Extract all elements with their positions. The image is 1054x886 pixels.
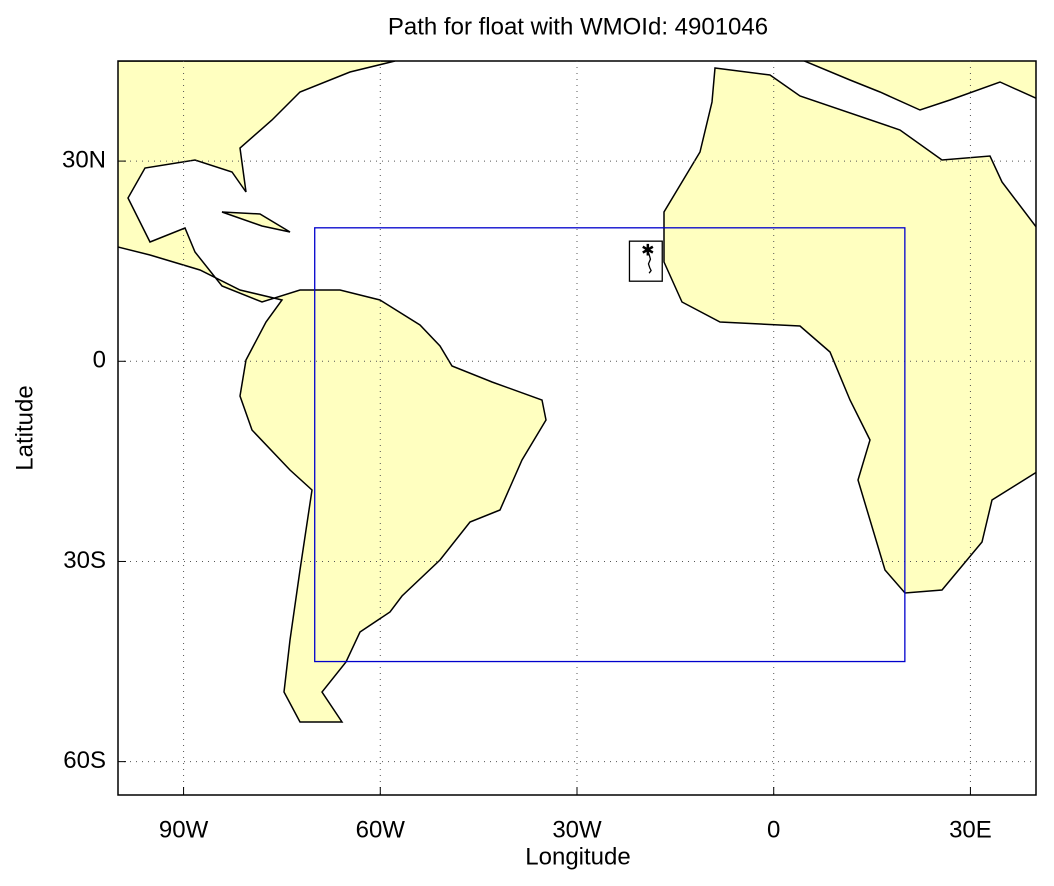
y-tick-label: 0 — [93, 347, 106, 374]
americas — [118, 61, 547, 723]
y-tick-label: 30N — [62, 146, 106, 173]
y-axis-label: Latitude — [11, 385, 38, 470]
x-tick-label: 30E — [949, 816, 992, 843]
float-box — [628, 240, 663, 282]
cuba — [221, 211, 291, 233]
x-tick-label: 60W — [356, 816, 406, 843]
x-tick-label: 30W — [552, 816, 602, 843]
y-tick-label: 60S — [63, 747, 106, 774]
x-tick-label: 90W — [159, 816, 209, 843]
float-track — [647, 250, 652, 274]
europe — [802, 61, 1036, 111]
chart-title: Path for float with WMOId: 4901046 — [388, 13, 768, 40]
land — [118, 61, 1036, 723]
y-tick-label: 30S — [63, 547, 106, 574]
float-start: ✱ — [641, 242, 654, 259]
x-axis-label: Longitude — [525, 843, 630, 870]
africa — [663, 67, 1036, 594]
x-tick-label: 0 — [767, 816, 780, 843]
region-box — [314, 227, 906, 663]
